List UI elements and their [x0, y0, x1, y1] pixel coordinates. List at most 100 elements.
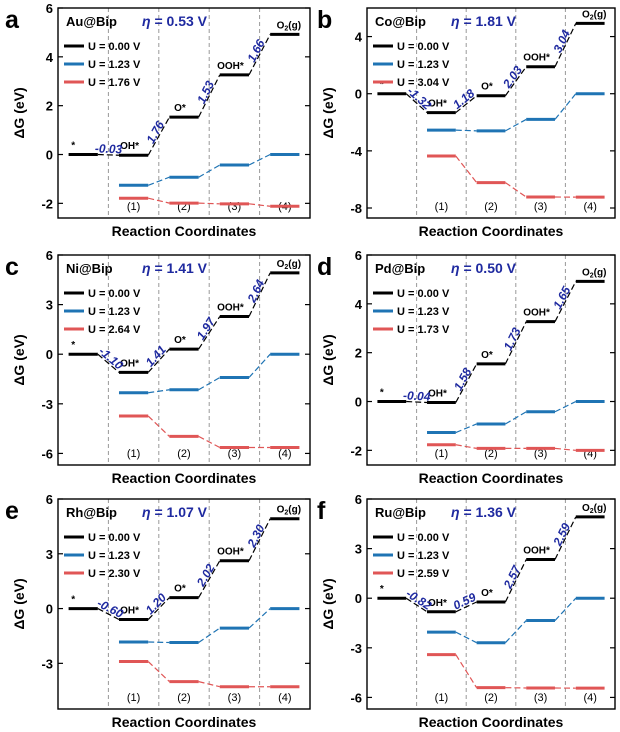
step-label: (3): [228, 448, 241, 460]
overpotential-label: η = 0.53 V: [142, 13, 208, 29]
state-label: O*: [174, 584, 186, 595]
step-label: (4): [278, 692, 291, 704]
y-axis-label: ΔG (eV): [320, 334, 336, 385]
level-connector: [199, 203, 220, 204]
state-label: OOH*: [217, 303, 244, 314]
state-label: O*: [481, 588, 493, 599]
legend-label: U = 1.23 V: [88, 550, 141, 562]
panel-letter: b: [317, 6, 332, 34]
level-connector: [555, 448, 576, 450]
state-label: OOH*: [217, 547, 244, 558]
x-axis-label: Reaction Coordinates: [112, 714, 257, 727]
legend-label: U = 0.00 V: [397, 41, 450, 53]
step-label: (1): [435, 201, 448, 213]
state-label: O*: [174, 103, 186, 114]
y-tick-label: -6: [350, 690, 362, 705]
level-connector: [456, 130, 477, 131]
step-label: (3): [228, 692, 241, 704]
level-connector: [199, 378, 220, 390]
panel-letter: e: [5, 497, 19, 525]
panel-title: Co@Bip: [375, 14, 426, 29]
legend-label: U = 1.23 V: [88, 59, 141, 71]
y-tick-label: 3: [46, 547, 53, 562]
step-value: -0.82: [403, 586, 434, 613]
panel-a: a-20246(1)(2)(3)(4)*OH*O*OOH*O2(g)-0.031…: [5, 1, 310, 239]
y-tick-label: 0: [355, 591, 362, 606]
step-label: (4): [583, 201, 596, 213]
legend-label: U = 1.76 V: [88, 77, 141, 89]
panel-letter: a: [5, 6, 20, 34]
y-tick-label: 3: [46, 298, 53, 313]
y-tick-label: -3: [41, 397, 53, 412]
legend-label: U = 0.00 V: [397, 288, 450, 300]
level-connector: [148, 642, 169, 643]
y-axis-label: ΔG (eV): [11, 334, 27, 385]
state-label: *: [380, 388, 384, 399]
y-tick-label: 6: [46, 248, 53, 263]
y-tick-label: 0: [46, 347, 53, 362]
step-value: 1.76: [144, 118, 168, 146]
state-label: O*: [481, 82, 493, 93]
state-label: *: [380, 584, 384, 595]
y-tick-label: 0: [46, 148, 53, 163]
y-tick-label: 6: [46, 492, 53, 507]
step-value: -0.03: [95, 141, 123, 156]
plot-frame: [367, 8, 615, 218]
x-axis-label: Reaction Coordinates: [112, 470, 257, 486]
x-axis-label: Reaction Coordinates: [112, 223, 257, 239]
level-connector: [505, 412, 526, 424]
y-tick-label: 6: [355, 492, 362, 507]
overpotential-label: η = 1.41 V: [142, 260, 208, 276]
legend-label: U = 1.23 V: [397, 59, 450, 71]
state-label: O2(g): [582, 267, 606, 279]
step-label: (2): [177, 692, 190, 704]
y-tick-label: -3: [41, 656, 53, 671]
step-value: 1.58: [451, 365, 475, 392]
state-label: OOH*: [523, 53, 550, 64]
state-label: OOH*: [523, 546, 550, 557]
step-label: (1): [127, 448, 140, 460]
step-value: 1.65: [550, 284, 573, 311]
legend-label: U = 0.00 V: [88, 41, 141, 53]
y-tick-label: 0: [46, 602, 53, 617]
plot-frame: [58, 255, 310, 465]
y-tick-label: -2: [350, 443, 362, 458]
overpotential-label: η = 0.50 V: [451, 260, 517, 276]
panel-title: Ru@Bip: [375, 505, 426, 520]
x-axis-label: Reaction Coordinates: [419, 223, 564, 239]
legend-label: U = 2.64 V: [88, 324, 141, 336]
overpotential-label: η = 1.07 V: [142, 504, 208, 520]
legend-label: U = 0.00 V: [397, 532, 450, 544]
state-label: OOH*: [217, 61, 244, 72]
legend-label: U = 2.30 V: [88, 568, 141, 580]
step-value: 1.97: [194, 314, 219, 342]
y-tick-label: 0: [355, 87, 362, 102]
step-value: 3.04: [550, 27, 573, 54]
step-value: 1.18: [450, 86, 477, 112]
y-tick-label: 3: [355, 542, 362, 557]
state-label: *: [71, 340, 75, 351]
legend-label: U = 0.00 V: [88, 532, 141, 544]
step-label: (2): [177, 448, 190, 460]
state-label: O*: [481, 350, 493, 361]
y-tick-label: -6: [41, 446, 53, 461]
legend-label: U = 2.59 V: [397, 568, 450, 580]
state-label: OOH*: [523, 308, 550, 319]
y-tick-label: -3: [350, 641, 362, 656]
x-axis-label: Reaction Coordinates: [419, 714, 564, 727]
state-label: *: [71, 595, 75, 606]
step-value: 2.64: [244, 277, 267, 305]
legend-label: U = 0.00 V: [88, 288, 141, 300]
legend-label: U = 1.23 V: [88, 306, 141, 318]
step-value: 1.20: [143, 590, 170, 617]
panel-title: Rh@Bip: [66, 505, 117, 520]
state-label: OH*: [428, 388, 447, 399]
level-connector: [555, 598, 576, 620]
overpotential-label: η = 1.36 V: [451, 504, 517, 520]
y-axis-label: ΔG (eV): [11, 578, 27, 629]
step-label: (1): [435, 692, 448, 704]
step-value: 1.73: [501, 325, 524, 352]
state-label: *: [71, 141, 75, 152]
